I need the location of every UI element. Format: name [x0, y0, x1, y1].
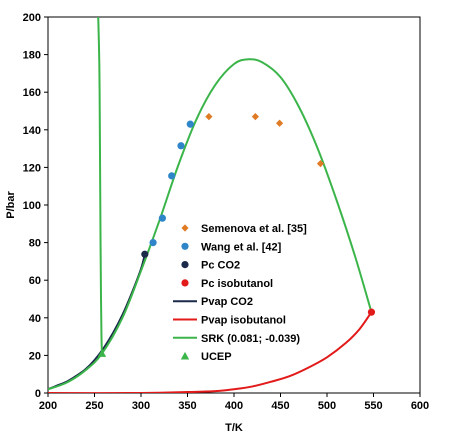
legend-swatch — [181, 279, 189, 287]
legend-item-pvap-co2: Pvap CO2 — [173, 296, 253, 308]
legend-label: Pvap CO2 — [201, 296, 253, 308]
data-point-ucep — [97, 349, 107, 357]
series-line-srk-left — [97, 17, 103, 354]
legend-item-pc-co2: Pc CO2 — [181, 260, 240, 272]
y-tick-label: 200 — [23, 12, 41, 24]
x-tick-label: 450 — [271, 400, 289, 412]
data-point-wang — [177, 142, 185, 150]
series-line-pvap-co2 — [48, 254, 146, 391]
legend: Semenova et al. [35] Wang et al. [42] Pc C… — [173, 223, 307, 363]
y-axis-ticks: 0 20 40 60 80 100 120 140 160 180 200 — [23, 12, 48, 400]
legend-item-pvap-isobutanol: Pvap isobutanol — [173, 315, 286, 327]
x-tick-label: 350 — [178, 400, 196, 412]
legend-label: Semenova et al. [35] — [201, 223, 307, 235]
data-point-wang — [158, 214, 166, 222]
legend-item-wang: Wang et al. [42] — [181, 241, 282, 253]
data-point-wang — [149, 239, 157, 247]
legend-item-ucep: UCEP — [180, 351, 232, 363]
x-tick-label: 300 — [132, 400, 150, 412]
markers — [97, 113, 376, 357]
y-tick-label: 140 — [23, 125, 41, 137]
data-point-wang — [186, 120, 194, 128]
legend-swatch — [180, 351, 190, 360]
y-tick-label: 160 — [23, 87, 41, 99]
legend-swatch — [181, 224, 189, 232]
legend-label: UCEP — [201, 351, 232, 363]
data-point-semenova — [205, 113, 213, 121]
y-tick-label: 80 — [29, 238, 41, 250]
legend-item-semenova: Semenova et al. [35] — [181, 223, 307, 235]
y-tick-label: 120 — [23, 162, 41, 174]
data-point-wang — [168, 172, 176, 180]
x-tick-label: 500 — [318, 400, 336, 412]
x-tick-label: 250 — [85, 400, 103, 412]
legend-label: Pc isobutanol — [201, 278, 273, 290]
legend-swatch — [181, 242, 189, 250]
x-axis-title: T/K — [225, 422, 243, 434]
x-tick-label: 550 — [364, 400, 382, 412]
legend-item-srk: SRK (0.081; -0.039) — [173, 333, 300, 345]
legend-label: Wang et al. [42] — [201, 241, 282, 253]
series-line-pvap-isobutanol — [48, 311, 373, 393]
data-point-pc-isobutanol — [367, 308, 376, 316]
legend-label: SRK (0.081; -0.039) — [201, 333, 300, 345]
x-axis-ticks: 200 250 300 350 400 450 500 550 600 — [39, 393, 429, 412]
y-tick-label: 0 — [35, 388, 41, 400]
data-point-semenova — [251, 113, 259, 121]
legend-item-pc-isobutanol: Pc isobutanol — [181, 278, 273, 290]
x-tick-label: 200 — [39, 400, 57, 412]
y-axis-title: P/bar — [5, 191, 17, 219]
data-point-pc-co2 — [141, 250, 149, 258]
y-tick-label: 100 — [23, 200, 41, 212]
y-tick-label: 60 — [29, 275, 41, 287]
legend-label: Pvap isobutanol — [201, 315, 286, 327]
y-tick-label: 20 — [29, 350, 41, 362]
legend-label: Pc CO2 — [201, 260, 240, 272]
data-point-semenova — [316, 160, 325, 168]
data-point-semenova — [275, 119, 284, 127]
y-tick-label: 40 — [29, 313, 41, 325]
y-tick-label: 180 — [23, 50, 41, 62]
x-tick-label: 400 — [225, 400, 243, 412]
x-tick-label: 600 — [411, 400, 429, 412]
legend-swatch — [181, 261, 189, 269]
